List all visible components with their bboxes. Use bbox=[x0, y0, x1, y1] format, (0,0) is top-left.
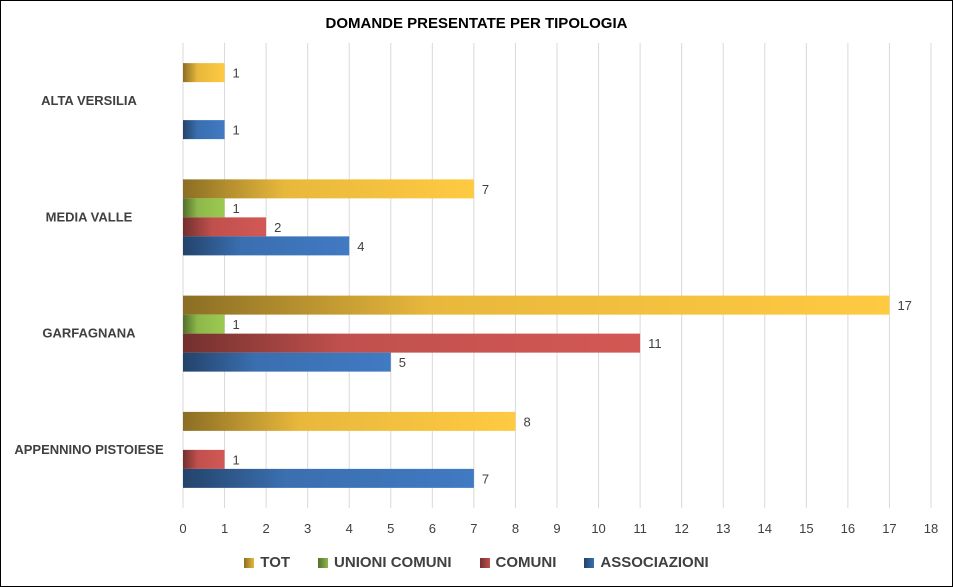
bar-garfagnana-unioni-comuni bbox=[183, 314, 225, 334]
x-tick-label-6: 6 bbox=[429, 521, 436, 536]
x-tick-label-18: 18 bbox=[924, 521, 938, 536]
category-labels: ALTA VERSILIA MEDIA VALLE GARFAGNANA APPENN… bbox=[14, 93, 164, 457]
data-label-garfagnana-associazioni: 5 bbox=[399, 355, 406, 370]
data-label-appennino-pistoiese-comuni: 1 bbox=[233, 452, 240, 467]
data-label-garfagnana-unioni-comuni: 1 bbox=[233, 317, 240, 332]
legend-label-unioni-comuni: UNIONI COMUNI bbox=[334, 554, 452, 571]
legend-item-tot: TOT bbox=[244, 554, 290, 571]
data-label-alta-versilia-tot: 1 bbox=[233, 66, 240, 81]
bar-alta-versilia-associazioni bbox=[183, 120, 225, 140]
x-tick-label-13: 13 bbox=[716, 521, 730, 536]
data-label-media-valle-tot: 7 bbox=[482, 182, 489, 197]
x-tick-label-2: 2 bbox=[262, 521, 269, 536]
data-label-media-valle-comuni: 2 bbox=[274, 220, 281, 235]
bar-appennino-pistoiese-tot bbox=[183, 411, 516, 431]
bar-media-valle-associazioni bbox=[183, 236, 350, 256]
bar-garfagnana-tot bbox=[183, 295, 890, 315]
x-tick-label-0: 0 bbox=[179, 521, 186, 536]
x-tick-label-8: 8 bbox=[512, 521, 519, 536]
x-tick-label-3: 3 bbox=[304, 521, 311, 536]
legend-label-comuni: COMUNI bbox=[495, 554, 557, 571]
legend-label-tot: TOT bbox=[260, 554, 291, 571]
x-tick-label-14: 14 bbox=[758, 521, 772, 536]
x-tick-label-5: 5 bbox=[387, 521, 394, 536]
x-tick-label-15: 15 bbox=[799, 521, 813, 536]
x-tick-label-12: 12 bbox=[674, 521, 688, 536]
data-label-garfagnana-comuni: 11 bbox=[648, 336, 662, 351]
legend-item-associazioni: ASSOCIAZIONI bbox=[584, 554, 709, 571]
bar-garfagnana-comuni bbox=[183, 333, 641, 353]
bar-media-valle-tot bbox=[183, 179, 474, 199]
category-label-garfagnana: GARFAGNANA bbox=[42, 326, 136, 341]
x-tick-label-1: 1 bbox=[221, 521, 228, 536]
bar-media-valle-comuni bbox=[183, 217, 267, 237]
x-tick-label-16: 16 bbox=[841, 521, 855, 536]
legend-swatch-unioni-comuni bbox=[318, 557, 329, 568]
category-label-alta-versilia: ALTA VERSILIA bbox=[41, 93, 137, 108]
data-label-alta-versilia-associazioni: 1 bbox=[233, 123, 240, 138]
bars bbox=[183, 63, 890, 488]
grid-lines bbox=[182, 43, 932, 508]
x-tick-label-7: 7 bbox=[470, 521, 477, 536]
chart-title: DOMANDE PRESENTATE PER TIPOLOGIA bbox=[325, 15, 628, 32]
bar-garfagnana-associazioni bbox=[183, 352, 391, 372]
x-tick-label-11: 11 bbox=[633, 521, 647, 536]
x-tick-label-4: 4 bbox=[346, 521, 353, 536]
x-tick-label-17: 17 bbox=[882, 521, 896, 536]
legend-item-comuni: COMUNI bbox=[479, 554, 557, 571]
category-label-appennino-pistoiese: APPENNINO PISTOIESE bbox=[14, 442, 164, 457]
bar-media-valle-unioni-comuni bbox=[183, 198, 225, 218]
category-label-media-valle: MEDIA VALLE bbox=[46, 209, 133, 224]
data-label-appennino-pistoiese-associazioni: 7 bbox=[482, 471, 489, 486]
legend-swatch-comuni bbox=[479, 557, 490, 568]
legend-label-associazioni: ASSOCIAZIONI bbox=[600, 554, 709, 571]
legend: TOT UNIONI COMUNI COMUNI ASSOCIAZIONI bbox=[1, 554, 952, 571]
data-label-appennino-pistoiese-tot: 8 bbox=[523, 414, 530, 429]
x-tick-label-10: 10 bbox=[591, 521, 605, 536]
data-label-media-valle-unioni-comuni: 1 bbox=[233, 201, 240, 216]
x-tick-label-9: 9 bbox=[553, 521, 560, 536]
x-axis-ticks: 0 1 2 3 4 5 6 7 8 9 10 11 12 13 14 15 16 17 18 bbox=[179, 521, 938, 536]
legend-swatch-associazioni bbox=[584, 557, 595, 568]
data-label-media-valle-associazioni: 4 bbox=[357, 239, 364, 254]
bar-appennino-pistoiese-associazioni bbox=[183, 468, 474, 488]
data-label-garfagnana-tot: 17 bbox=[897, 298, 911, 313]
bar-appennino-pistoiese-comuni bbox=[183, 449, 225, 469]
legend-item-unioni-comuni: UNIONI COMUNI bbox=[318, 554, 452, 571]
legend-swatch-tot bbox=[244, 557, 255, 568]
bar-alta-versilia-tot bbox=[183, 63, 225, 83]
